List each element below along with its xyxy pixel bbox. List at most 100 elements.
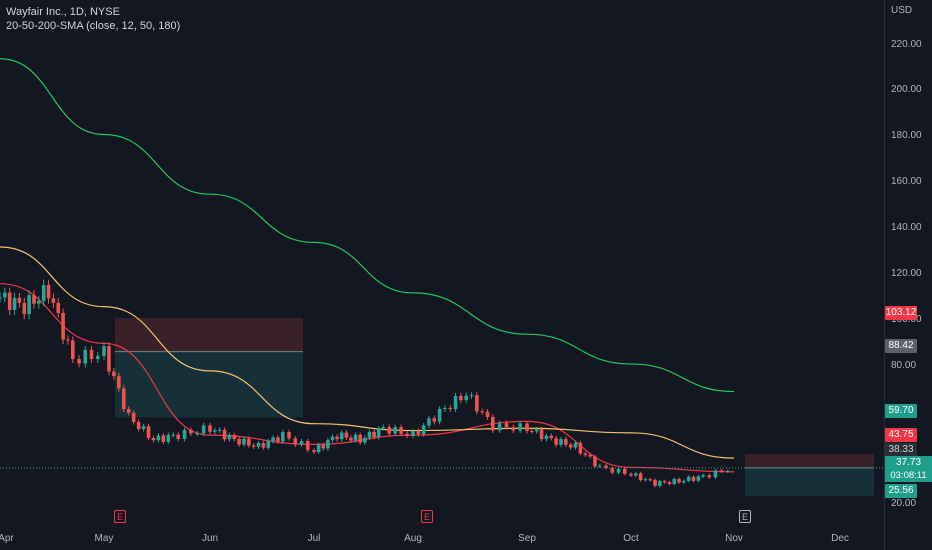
candle-body	[701, 475, 705, 477]
candle-body	[156, 435, 161, 441]
candle-body	[464, 395, 468, 401]
candle-body	[497, 422, 502, 431]
candle-body	[432, 418, 437, 422]
candle-body	[89, 349, 94, 359]
candle-body	[480, 411, 484, 413]
candle-body	[321, 444, 326, 449]
candle-body	[530, 430, 534, 432]
candle-body	[95, 355, 100, 359]
candle-body	[691, 476, 696, 481]
candle-body	[588, 454, 592, 457]
time-tick: Apr	[0, 533, 14, 544]
candle-body	[427, 418, 431, 426]
candle-body	[227, 434, 232, 440]
candle-body	[102, 346, 106, 356]
candle-body	[281, 432, 285, 442]
candle-body	[305, 440, 310, 451]
candle-body	[32, 295, 36, 304]
candle-body	[568, 444, 573, 448]
candle-body	[583, 453, 588, 455]
candle-body	[299, 440, 304, 445]
candle-body	[677, 479, 681, 483]
candle-body	[504, 422, 509, 428]
earnings-icon[interactable]: E	[114, 510, 126, 523]
candle-body	[518, 423, 522, 431]
target-price-tag: 59.70	[885, 404, 917, 418]
indicator-legend[interactable]: 20-50-200-SMA (close, 12, 50, 180)	[6, 20, 181, 32]
earnings-icon[interactable]: E	[421, 510, 433, 523]
price-tick: 220.00	[891, 39, 922, 50]
candle-body	[593, 456, 597, 467]
currency-label[interactable]: USD	[891, 5, 913, 16]
candle-body	[77, 359, 81, 364]
candle-body	[51, 298, 56, 303]
stop-loss-zone	[115, 317, 303, 352]
price-tick: 120.00	[891, 268, 922, 279]
candle-body	[629, 473, 633, 476]
candle-body	[61, 312, 65, 340]
candle-body	[376, 428, 381, 438]
candle-body	[141, 426, 146, 429]
candle-body	[638, 473, 643, 481]
candle-body	[213, 430, 217, 432]
price-tick: 200.00	[891, 84, 922, 95]
candle-body	[136, 421, 141, 429]
price-tick: 20.00	[891, 498, 917, 509]
sma-line-2	[0, 58, 735, 393]
earnings-icon[interactable]: E	[739, 510, 751, 523]
stop-price-tag-2: 43.75	[885, 428, 917, 442]
candle-body	[491, 417, 495, 431]
candle-body	[182, 429, 187, 440]
candle-body	[146, 426, 151, 438]
candle-body	[56, 302, 61, 313]
candle-body	[554, 438, 558, 445]
candle-body	[564, 439, 568, 445]
last-price-tag: 37.73	[885, 456, 932, 470]
time-tick: Sep	[518, 533, 536, 544]
candle-body	[534, 429, 539, 432]
candle-body	[616, 468, 621, 473]
candle-body	[121, 388, 126, 410]
candle-body	[3, 292, 7, 298]
candle-body	[363, 437, 367, 443]
candle-body	[66, 339, 70, 341]
candle-body	[201, 425, 206, 434]
symbol-title[interactable]: Wayfair Inc., 1D, NYSE	[6, 6, 120, 18]
candle-body	[448, 407, 453, 410]
candle-body	[381, 427, 386, 429]
candle-body	[171, 434, 176, 436]
stop-price-tag: 103.12	[885, 306, 917, 320]
candle-body	[237, 439, 241, 445]
candle-body	[161, 435, 166, 442]
candle-body	[578, 442, 583, 454]
candle-body	[662, 481, 667, 483]
candle-body	[12, 297, 17, 310]
candle-body	[71, 340, 75, 360]
candle-body	[393, 427, 397, 434]
candle-body	[330, 436, 335, 441]
time-tick: May	[94, 533, 114, 544]
candle-body	[189, 429, 193, 434]
candle-body	[117, 376, 121, 389]
candle-body	[525, 423, 529, 431]
candle-body	[256, 443, 261, 447]
candle-body	[622, 468, 627, 474]
candle-body	[405, 433, 409, 436]
candle-body	[222, 429, 227, 440]
candle-body	[658, 481, 662, 486]
candlesticks	[0, 279, 730, 488]
candle-body	[367, 431, 372, 438]
candle-body	[271, 437, 275, 442]
candle-body	[353, 434, 358, 441]
entry-price-tag: 88.42	[885, 339, 917, 353]
target-price-tag-2: 25.56	[885, 484, 917, 498]
candle-body	[634, 473, 638, 476]
sma-line-1	[0, 246, 735, 459]
position-zones	[115, 317, 874, 496]
candle-body	[713, 470, 718, 478]
candle-body	[7, 292, 12, 310]
candle-body	[544, 435, 549, 440]
candle-body	[83, 349, 88, 364]
candle-body	[247, 438, 251, 446]
